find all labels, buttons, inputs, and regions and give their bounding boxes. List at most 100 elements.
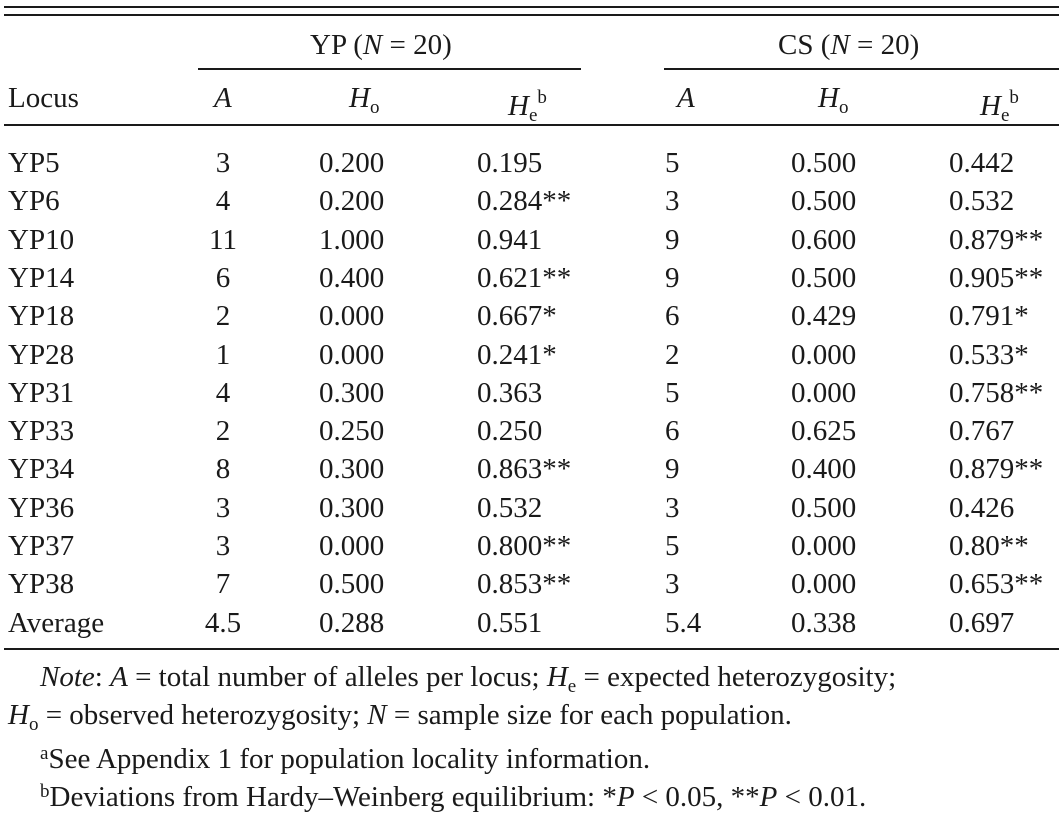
cell-yp-he: 0.621** [477, 261, 572, 294]
cell-cs-he: 0.533* [949, 338, 1029, 371]
col-header-yp-a: A [214, 82, 232, 114]
note-line-1: Note: A = total number of alleles per lo… [40, 661, 897, 697]
cell-cs-a: 2 [665, 338, 680, 371]
cell-cs-a: 6 [665, 300, 680, 333]
cell-locus: YP6 [8, 185, 60, 218]
cell-yp-he: 0.800** [477, 530, 572, 562]
cell-cs-he: 0.532 [949, 185, 1015, 218]
cell-yp-ho: 0.288 [319, 606, 385, 639]
cell-yp-a: 2 [215, 415, 231, 448]
cell-locus: YP31 [8, 376, 75, 409]
cell-locus: YP18 [8, 300, 75, 333]
cell-locus: YP36 [8, 491, 75, 524]
cell-cs-ho: 0.000 [791, 568, 857, 601]
cell-yp-a: 1 [215, 338, 231, 371]
note-line-2: Ho = observed heterozygosity; N = sample… [8, 699, 792, 735]
cell-locus: YP34 [8, 453, 75, 486]
cell-yp-ho: 0.300 [319, 376, 385, 409]
cell-cs-ho: 0.429 [791, 300, 857, 333]
cell-yp-ho: 1.000 [319, 223, 385, 256]
col-header-cs-a: A [677, 82, 695, 114]
cell-cs-he: 0.653** [949, 568, 1044, 601]
cell-yp-ho: 0.300 [319, 453, 385, 486]
cell-cs-a: 9 [665, 261, 680, 294]
cell-yp-ho: 0.000 [319, 300, 385, 333]
cell-cs-a: 5.4 [665, 606, 702, 639]
cell-yp-a: 4 [215, 185, 231, 218]
cell-yp-ho: 0.000 [319, 530, 385, 562]
cell-yp-ho: 0.200 [319, 147, 385, 179]
cell-locus: YP5 [8, 147, 60, 179]
col-header-cs-he: Heb [980, 87, 1019, 126]
cell-locus: YP33 [8, 415, 75, 448]
cell-cs-a: 9 [665, 223, 680, 256]
cell-yp-a: 6 [215, 261, 231, 294]
cell-yp-he: 0.941 [477, 223, 543, 256]
cell-yp-he: 0.551 [477, 606, 543, 639]
cell-cs-ho: 0.500 [791, 261, 857, 294]
cell-cs-a: 6 [665, 415, 680, 448]
top-rule-2 [4, 14, 1059, 16]
group-header-yp: YP (N = 20) [310, 29, 452, 61]
cell-yp-he: 0.284** [477, 185, 572, 218]
cell-cs-ho: 0.338 [791, 606, 857, 639]
cell-yp-a: 11 [209, 223, 237, 256]
cell-cs-a: 3 [665, 568, 680, 601]
cell-yp-a: 4.5 [204, 606, 242, 639]
cell-cs-he: 0.791* [949, 300, 1029, 333]
bottom-rule [4, 648, 1059, 650]
cell-cs-he: 0.80** [949, 530, 1029, 562]
cell-yp-ho: 0.300 [319, 491, 385, 524]
cell-yp-a: 3 [215, 530, 231, 562]
cell-locus: YP28 [8, 338, 75, 371]
cell-locus: YP14 [8, 261, 75, 294]
cell-cs-ho: 0.600 [791, 223, 857, 256]
cell-cs-ho: 0.000 [791, 376, 857, 409]
cell-yp-ho: 0.000 [319, 338, 385, 371]
footnote-a: aSee Appendix 1 for population locality … [40, 743, 651, 775]
cell-cs-a: 5 [665, 376, 680, 409]
cell-cs-a: 5 [665, 147, 680, 179]
cell-yp-a: 3 [215, 147, 231, 179]
cell-yp-ho: 0.200 [319, 185, 385, 218]
cell-cs-he: 0.697 [949, 606, 1015, 639]
footnote-b: bDeviations from Hardy–Weinberg equilibr… [40, 781, 867, 813]
cell-cs-he: 0.758** [949, 376, 1044, 409]
cell-locus: YP37 [8, 530, 75, 562]
cell-cs-ho: 0.625 [791, 415, 857, 448]
cell-yp-he: 0.532 [477, 491, 543, 524]
cell-cs-he: 0.879** [949, 223, 1044, 256]
col-header-locus: Locus [8, 82, 79, 114]
cell-yp-he: 0.241* [477, 338, 557, 371]
cell-yp-he: 0.363 [477, 376, 543, 409]
cell-cs-he: 0.442 [949, 147, 1015, 179]
cell-locus: YP38 [8, 568, 75, 601]
top-rule-1 [4, 6, 1059, 8]
cell-locus: YP10 [8, 223, 75, 256]
cell-cs-he: 0.879** [949, 453, 1044, 486]
cell-yp-he: 0.250 [477, 415, 543, 448]
col-header-yp-ho: Ho [349, 82, 380, 118]
cell-yp-he: 0.195 [477, 147, 543, 179]
group-rule-cs [664, 68, 1059, 70]
cell-yp-a: 7 [215, 568, 231, 601]
cell-cs-he: 0.767 [949, 415, 1015, 448]
cell-yp-he: 0.667* [477, 300, 557, 333]
cell-cs-a: 3 [665, 185, 680, 218]
header-rule [4, 124, 1059, 126]
cell-cs-ho: 0.500 [791, 491, 857, 524]
cell-yp-a: 4 [215, 376, 231, 409]
cell-cs-ho: 0.000 [791, 530, 857, 562]
cell-yp-he: 0.853** [477, 568, 572, 601]
cell-cs-a: 5 [665, 530, 680, 562]
group-header-cs: CS (N = 20) [778, 29, 920, 61]
cell-cs-ho: 0.400 [791, 453, 857, 486]
cell-yp-a: 2 [215, 300, 231, 333]
cell-yp-ho: 0.400 [319, 261, 385, 294]
col-header-cs-ho: Ho [818, 82, 849, 118]
cell-cs-ho: 0.500 [791, 185, 857, 218]
cell-cs-ho: 0.500 [791, 147, 857, 179]
cell-locus: Average [8, 606, 105, 639]
cell-yp-ho: 0.500 [319, 568, 385, 601]
cell-cs-ho: 0.000 [791, 338, 857, 371]
